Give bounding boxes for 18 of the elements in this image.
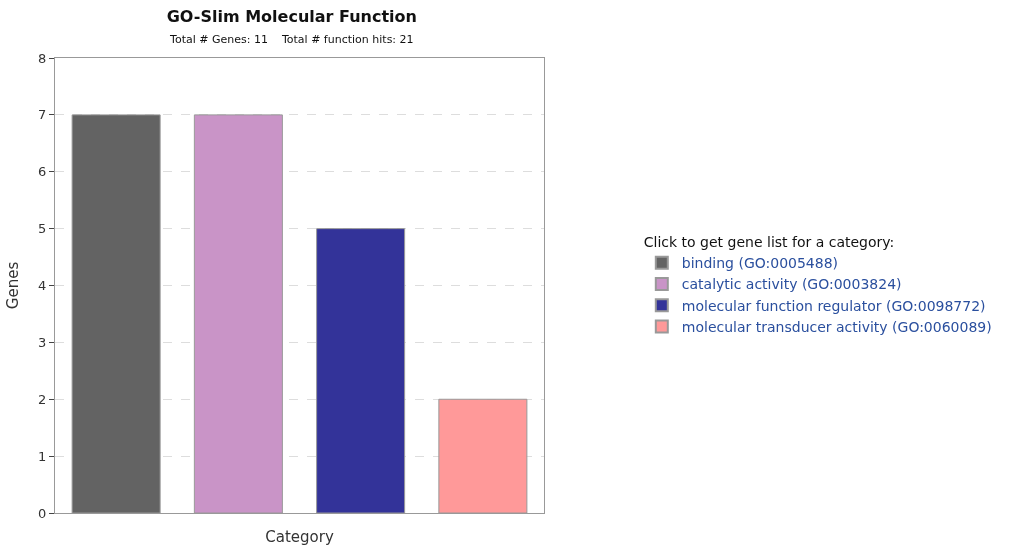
y-tick-label: 0 bbox=[38, 505, 47, 521]
y-tick-label: 5 bbox=[38, 221, 47, 237]
legend-label: molecular transducer activity (GO:0060089) bbox=[681, 318, 992, 335]
chart-title: GO-Slim Molecular Function bbox=[166, 7, 417, 27]
legend-label: catalytic activity (GO:0003824) bbox=[681, 276, 902, 293]
y-tick-label: 4 bbox=[38, 278, 47, 294]
y-axis-title: Genes bbox=[4, 261, 23, 310]
legend-label: binding (GO:0005488) bbox=[681, 255, 839, 272]
legend-label: molecular function regulator (GO:0098772) bbox=[681, 297, 986, 314]
chart-subtitle: Total # Genes: 11 Total # function hits: 21 bbox=[169, 32, 414, 46]
y-tick-label: 6 bbox=[38, 164, 47, 180]
x-axis-title: Category bbox=[265, 527, 334, 546]
y-tick-label: 1 bbox=[38, 448, 47, 464]
y-tick-label: 8 bbox=[38, 50, 47, 66]
y-tick-label: 3 bbox=[38, 334, 47, 350]
legend-title: Click to get gene list for a category: bbox=[643, 234, 895, 251]
y-tick-label: 7 bbox=[38, 107, 47, 123]
y-tick-label: 2 bbox=[38, 391, 47, 407]
